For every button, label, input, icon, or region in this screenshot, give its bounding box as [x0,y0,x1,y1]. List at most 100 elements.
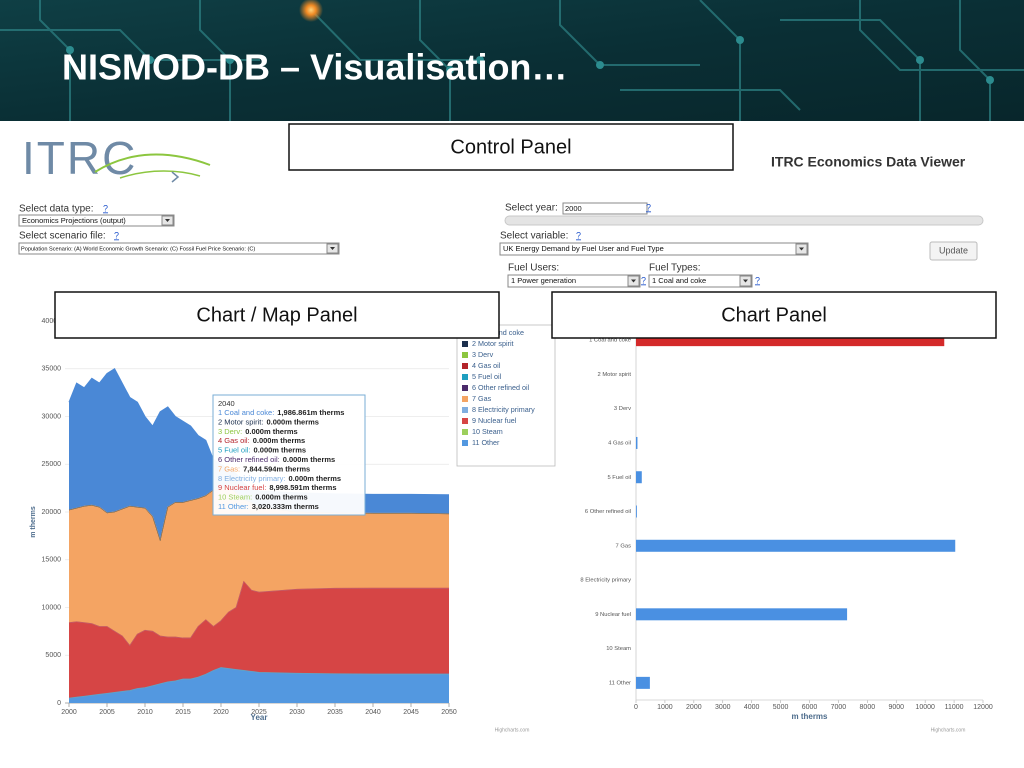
tooltip-line: 7 Gas: 7,844.594m therms [218,464,310,473]
legend-swatch [462,385,468,391]
x-tick-label: 9000 [888,704,904,711]
trace [780,19,921,121]
node [916,56,924,64]
legend-label: 11 Other [472,438,500,447]
tooltip-value: 0.000m therms [289,474,342,483]
y-tick-label: 6 Other refined oil [585,509,631,515]
x-tick-label: 3000 [715,704,731,711]
legend-label: 10 Steam [472,427,503,436]
x-tick-label: 0 [634,704,638,711]
select[interactable] [499,242,809,256]
select[interactable] [507,274,641,288]
banner: NISMOD-DB – Visualisation… [0,0,1024,121]
callout: Chart / Map Panel [196,304,357,326]
glow-dot [299,0,323,22]
tooltip-line: 6 Other refined oil: 0.000m therms [218,455,335,464]
y-tick-label: 9 Nuclear fuel [595,612,631,618]
tooltip-value: 0.000m therms [266,417,319,426]
credits: Highcharts.com [495,727,530,733]
area-line [68,667,449,699]
callouts: Control Panel Chart / Map Panel Chart Pa… [54,123,997,339]
credits: Highcharts.com [931,727,966,733]
label: Fuel Users: [508,263,559,274]
x-tick-label: 6000 [802,704,818,711]
logo: ITRC [22,132,137,184]
callout-box [288,123,734,171]
legend-label: 9 Nuclear fuel [472,416,517,425]
year-input[interactable] [562,202,648,215]
help-link[interactable]: ? [641,275,646,285]
charts: 0500010000150002000025000300003500040000… [30,318,993,722]
tooltip-name: 1 Coal and coke: [218,408,274,417]
app-title: ITRC Economics Data Viewer [771,154,966,170]
tooltip-line: 9 Nuclear fuel: 8,998.591m therms [218,483,337,492]
x-tick-label: 2050 [441,709,457,716]
help-link[interactable]: ? [114,230,119,240]
trace [199,0,231,121]
y-tick-label: 5000 [45,652,61,659]
help-link[interactable]: ? [646,202,651,212]
x-axis-label: Year [251,713,268,722]
y-tick-label: 25000 [42,461,62,468]
tooltip-name: 6 Other refined oil: [218,455,280,464]
bar [636,471,642,484]
legend-swatch [462,363,468,369]
y-tick-label: 40000 [42,318,62,325]
node [736,36,744,44]
help-link[interactable]: ? [755,275,760,285]
x-tick-label: 2045 [403,709,419,716]
x-tick-label: 2000 [686,704,702,711]
legend-label: 2 Motor spirit [472,339,514,348]
logo-swoosh [94,153,211,173]
select-value: UK Energy Demand by Fuel User and Fuel T… [503,244,664,253]
y-tick-label: 11 Other [609,680,631,686]
bar [636,608,848,621]
legend-swatch [462,352,468,358]
y-tick-label: 20000 [42,509,62,516]
help-link[interactable]: ? [576,230,581,240]
slide-title: NISMOD-DB – Visualisation… [62,47,567,88]
area-fill [69,667,449,703]
callout-box [551,291,997,339]
y-tick-label: 10 Steam [606,646,631,652]
y-tick-label: 15000 [42,557,62,564]
legend-swatch [462,396,468,402]
controls: Select data type: ? Economics Projection… [18,202,984,288]
trace [419,0,451,121]
year-slider[interactable] [504,215,984,226]
y-tick-label: 3 Derv [614,406,631,412]
label: Fuel Types: [649,263,701,274]
arrow-icon [799,247,804,251]
x-tick-label: 8000 [860,704,876,711]
tooltip-name: 5 Fuel oil: [218,446,251,455]
select[interactable] [18,242,340,255]
tooltip-value: 0.000m therms [283,455,336,464]
tooltip-line: 2 Motor spirit: 0.000m therms [218,417,319,426]
help-link[interactable]: ? [103,203,108,213]
x-tick-label: 2035 [327,709,343,716]
tooltip-value: 3,020.333m therms [252,502,319,511]
x-tick-label: 11000 [945,704,964,711]
update-button[interactable] [929,241,978,261]
callout: Chart Panel [721,304,827,326]
tooltip-line: 4 Gas oil: 0.000m therms [218,436,305,445]
tooltip-line: 1 Coal and coke: 1,986.861m therms [218,408,344,417]
logo-arrow [171,171,180,183]
tooltip-value: 0.000m therms [253,436,306,445]
tooltip-header: 2040 [218,399,235,408]
select[interactable] [18,214,175,227]
trace [620,89,801,111]
tooltip-value: 0.000m therms [255,493,308,502]
legend-label: 4 Gas oil [472,361,501,370]
callout: Control Panel [450,136,571,158]
legend-label: 5 Fuel oil [472,372,502,381]
tooltip-value: 1,986.861m therms [277,408,344,417]
trace [959,0,991,121]
tooltip-line: 11 Other: 3,020.333m therms [218,502,319,511]
y-tick-label: 8 Electricity primary [580,578,631,584]
tooltip-line: 5 Fuel oil: 0.000m therms [218,446,306,455]
legend-swatch [462,440,468,446]
select[interactable] [648,274,753,288]
tooltip-line: 3 Derv: 0.000m therms [218,427,298,436]
x-tick-label: 2005 [99,709,115,716]
